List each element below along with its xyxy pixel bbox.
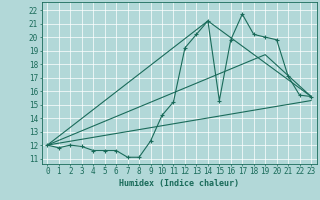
X-axis label: Humidex (Indice chaleur): Humidex (Indice chaleur) [119, 179, 239, 188]
